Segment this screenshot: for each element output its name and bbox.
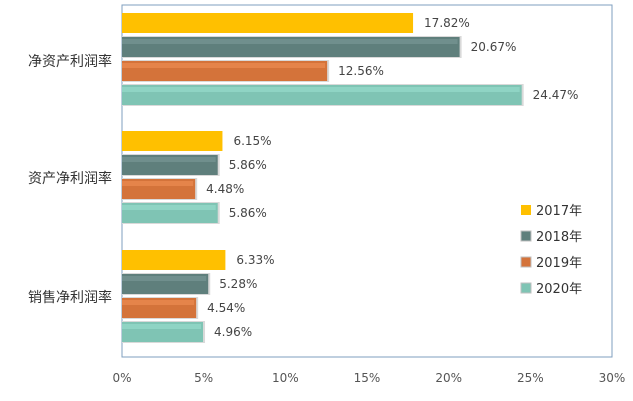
data-label: 5.28% bbox=[219, 277, 257, 291]
bar-highlight bbox=[122, 39, 458, 44]
x-tick-label: 20% bbox=[435, 371, 462, 385]
x-tick-label: 10% bbox=[272, 371, 299, 385]
bar-highlight bbox=[122, 181, 194, 186]
bar-highlight bbox=[122, 87, 520, 92]
data-label: 12.56% bbox=[338, 64, 384, 78]
bar-highlight bbox=[122, 205, 216, 210]
x-tick-label: 25% bbox=[517, 371, 544, 385]
data-label: 4.54% bbox=[207, 301, 245, 315]
category-label: 净资产利润率 bbox=[28, 53, 112, 70]
data-label: 4.96% bbox=[214, 325, 252, 339]
legend-swatch bbox=[520, 282, 532, 294]
data-label: 5.86% bbox=[229, 206, 267, 220]
data-label: 5.86% bbox=[229, 158, 267, 172]
data-label: 24.47% bbox=[533, 88, 579, 102]
x-tick-label: 0% bbox=[112, 371, 131, 385]
bar-1-1 bbox=[122, 13, 414, 33]
legend-swatch bbox=[520, 256, 532, 268]
x-tick-label: 5% bbox=[194, 371, 213, 385]
x-tick-label: 15% bbox=[354, 371, 381, 385]
bar-highlight bbox=[122, 276, 207, 281]
bar-1-3 bbox=[122, 250, 226, 270]
legend-label: 2018年 bbox=[536, 230, 582, 245]
data-label: 4.48% bbox=[206, 182, 244, 196]
data-label: 17.82% bbox=[424, 16, 470, 30]
bar-1-2 bbox=[122, 131, 223, 151]
category-label: 销售净利润率 bbox=[28, 289, 112, 306]
bar-highlight bbox=[122, 157, 216, 162]
legend-label: 2020年 bbox=[536, 282, 582, 297]
bar-highlight bbox=[122, 63, 326, 68]
data-label: 6.33% bbox=[236, 253, 274, 267]
legend-label: 2017年 bbox=[536, 204, 582, 219]
bar-highlight bbox=[122, 300, 195, 305]
data-label: 20.67% bbox=[471, 40, 517, 54]
category-label: 资产净利润率 bbox=[28, 170, 112, 187]
legend-label: 2019年 bbox=[536, 256, 582, 271]
data-label: 6.15% bbox=[233, 134, 271, 148]
legend-swatch bbox=[521, 205, 531, 215]
bar-highlight bbox=[122, 324, 202, 329]
x-tick-label: 30% bbox=[599, 371, 626, 385]
legend-swatch bbox=[520, 230, 532, 242]
